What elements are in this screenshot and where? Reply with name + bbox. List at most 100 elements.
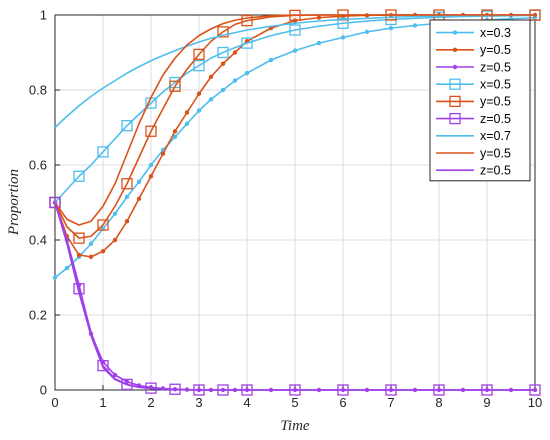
data-point — [100, 249, 106, 254]
data-point — [208, 97, 214, 102]
data-point-square — [121, 119, 133, 132]
data-point — [88, 254, 94, 260]
legend-marker — [449, 112, 461, 125]
data-point — [184, 121, 190, 126]
legend-entry: z=0.5 — [436, 60, 511, 74]
legend-entry: y=0.5 — [436, 43, 511, 57]
legend-entry: y=0.5 — [436, 95, 511, 109]
data-point-square — [145, 125, 157, 137]
data-point — [340, 35, 346, 40]
data-point-square — [241, 37, 253, 49]
x-tick-label: 5 — [291, 395, 298, 410]
data-point — [88, 241, 94, 246]
legend-label: z=0.5 — [480, 112, 511, 126]
x-tick-label: 1 — [99, 395, 106, 410]
data-point — [220, 87, 226, 93]
x-tick-label: 0 — [51, 395, 58, 410]
legend: x=0.3 y=0.5 z=0.5 x=0.5 y=0.5 z=0.5 x=0.7 y=0.5… — [429, 19, 531, 182]
legend-entry: z=0.5 — [436, 164, 511, 178]
data-point — [412, 23, 418, 28]
legend-marker — [452, 30, 458, 35]
x-tick-label: 6 — [339, 395, 346, 410]
data-point — [172, 134, 178, 140]
x-tick-label: 4 — [243, 395, 250, 410]
legend-label: x=0.7 — [480, 129, 511, 143]
data-point — [316, 15, 322, 20]
data-point — [196, 108, 202, 113]
legend-label: y=0.5 — [480, 146, 511, 160]
data-point-square — [193, 48, 205, 61]
x-tick-label: 8 — [435, 395, 442, 410]
data-point-square — [289, 24, 301, 36]
data-point — [136, 179, 142, 185]
data-point-square — [193, 59, 205, 72]
axes: 0 1 2 3 4 5 6 7 8 9 10 0 0.2 0.4 0.6 0.8 1 — [29, 8, 542, 411]
legend-entry: x=0.5 — [436, 78, 511, 92]
x-axis-label: Time — [280, 418, 310, 434]
data-point-square — [97, 146, 109, 158]
data-point — [220, 61, 226, 66]
y-axis-label: Proportion — [6, 169, 22, 236]
y-tick-label: 1 — [40, 8, 47, 23]
data-point-square — [241, 14, 253, 27]
data-point — [76, 252, 82, 258]
data-point — [232, 78, 238, 83]
data-point-square — [73, 232, 85, 244]
x-tick-label: 9 — [483, 395, 490, 410]
x-tick-label: 2 — [147, 395, 154, 410]
data-point — [112, 211, 118, 216]
series-7-plain-series — [54, 14, 536, 129]
data-point-square — [49, 196, 61, 209]
data-point — [124, 219, 130, 224]
x-tick-label: 10 — [528, 395, 542, 410]
data-point-square — [217, 26, 229, 38]
data-point-square — [97, 359, 109, 372]
legend-label: x=0.3 — [480, 26, 511, 40]
legend-entry: x=0.7 — [436, 129, 511, 143]
legend-label: z=0.5 — [480, 60, 511, 74]
legend-marker — [452, 64, 458, 70]
legend-marker — [449, 78, 461, 90]
series-line — [54, 202, 535, 391]
data-point — [172, 129, 178, 134]
legend-label: y=0.5 — [480, 95, 511, 109]
data-point-square — [73, 170, 85, 182]
data-point — [148, 174, 154, 179]
series-8-plain-series — [54, 14, 535, 226]
data-point — [364, 29, 370, 35]
series-line — [54, 14, 536, 129]
y-tick-label: 0.2 — [29, 308, 47, 323]
legend-marker — [449, 95, 461, 108]
data-point — [136, 196, 142, 201]
legend-label: z=0.5 — [480, 164, 511, 178]
data-point — [232, 50, 238, 55]
data-point — [268, 57, 274, 63]
data-point — [244, 70, 250, 76]
series-group — [49, 9, 541, 396]
data-point — [208, 74, 214, 80]
data-point — [196, 91, 202, 96]
data-point — [124, 194, 130, 200]
series-line — [54, 14, 536, 204]
legend-entry: x=0.3 — [436, 26, 511, 40]
data-point-square — [217, 46, 229, 59]
legend-marker — [452, 47, 458, 52]
data-point — [124, 379, 130, 384]
legend-label: x=0.5 — [480, 78, 511, 92]
x-tick-label: 3 — [195, 395, 202, 410]
data-point-square — [121, 178, 133, 190]
legend-entry: z=0.5 — [436, 112, 511, 126]
data-point — [52, 275, 58, 280]
x-tick-label: 7 — [387, 395, 394, 410]
y-tick-label: 0 — [40, 383, 47, 398]
data-point — [148, 162, 154, 168]
data-point-square — [337, 17, 349, 29]
data-point — [64, 265, 70, 271]
data-point — [388, 25, 394, 31]
series-9-plain-series — [54, 202, 535, 391]
data-point — [184, 110, 190, 115]
data-point — [160, 151, 166, 156]
y-tick-label: 0.4 — [29, 233, 47, 248]
y-tick-label: 0.6 — [29, 158, 47, 173]
